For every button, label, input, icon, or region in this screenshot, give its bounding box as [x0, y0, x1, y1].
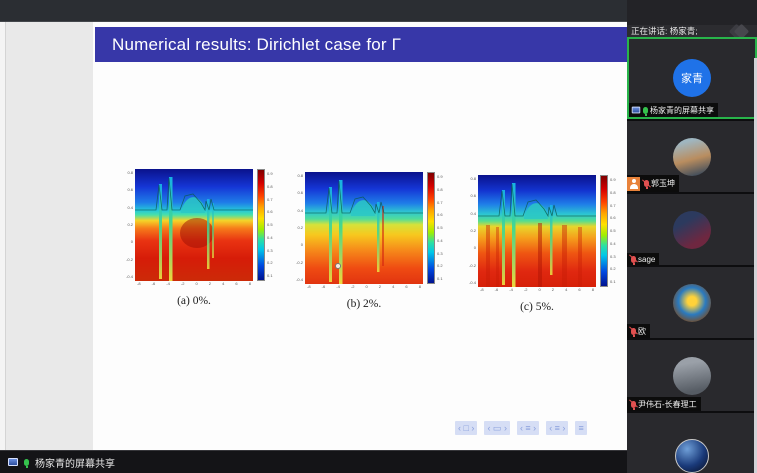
slide-title-bar: Numerical results: Dirichlet case for Γ	[95, 27, 627, 62]
heatmap-a	[135, 169, 253, 281]
participant-label: 欧	[627, 324, 650, 338]
muted-mic-icon	[644, 180, 649, 189]
screen-share-status: 杨家青的屏幕共享	[35, 458, 115, 470]
sidebar-spacer	[627, 0, 757, 25]
participant-tile[interactable]: 郭玉坤	[627, 121, 757, 192]
screen-share-icon	[631, 106, 641, 114]
nav-appendix-control[interactable]: ≡	[575, 420, 587, 435]
voov-logo-icon	[728, 23, 750, 39]
y-axis-ticks: 0.8 0.6 0.4 0.2 0 -0.2 -0.4	[296, 173, 303, 282]
mic-on-icon	[24, 458, 29, 468]
heatmap-b	[305, 172, 423, 284]
muted-mic-icon	[631, 255, 636, 265]
colorbar	[257, 169, 265, 281]
avatar: 家青	[673, 59, 711, 97]
participant-tile[interactable]: 欧	[627, 267, 757, 338]
participant-tiles: 家青 杨家青的屏幕共享 郭玉坤	[627, 37, 757, 473]
avatar-initials: 家青	[681, 73, 703, 85]
participant-name: 郭玉坤	[651, 179, 675, 188]
slide-page: Numerical results: Dirichlet case for Γ …	[93, 22, 627, 450]
muted-mic-icon	[631, 327, 636, 337]
figure-a: 0.8 0.6 0.4 0.2 0 -0.2 -0.4	[126, 169, 285, 309]
host-icon	[627, 176, 640, 191]
nav-slide-controls[interactable]: ‹ □ ›	[455, 420, 478, 435]
colorbar-ticks: 0.9 0.8 0.7 0.6 0.5 0.4 0.3 0.2 0.1	[610, 177, 616, 284]
avatar	[673, 356, 711, 395]
figure-c: 0.8 0.6 0.4 0.2 0 -0.2 -0.4 -8 -6 -4 -2 0 2 4 6 8	[469, 175, 627, 315]
heatmap-c	[478, 175, 596, 287]
x-axis-ticks: -8 -6 -4 -2 0 2 4 6 8	[307, 284, 421, 289]
avatar	[673, 210, 711, 249]
mouse-cursor	[335, 263, 341, 269]
beamer-nav-bar: ‹ □ › ‹ ▭ › ‹ ≡ › ‹ ≡ › ≡	[455, 420, 587, 435]
participant-tile[interactable]	[627, 413, 757, 473]
screen-share-icon	[8, 458, 18, 466]
participant-label: 郭玉坤	[627, 175, 679, 192]
participant-tile-active-speaker[interactable]: 家青 杨家青的屏幕共享	[627, 37, 757, 119]
nav-frame-controls[interactable]: ‹ ▭ ›	[484, 420, 510, 435]
y-axis-ticks: 0.8 0.6 0.4 0.2 0 -0.2 -0.4	[126, 170, 133, 279]
figure-caption: (b) 2%.	[346, 298, 382, 310]
colorbar-ticks: 0.9 0.8 0.7 0.6 0.5 0.4 0.3 0.2 0.1	[267, 171, 273, 278]
colorbar	[427, 172, 435, 284]
colorbar	[600, 175, 608, 287]
participant-label: 尹伟石-长春理工	[627, 397, 701, 411]
participants-sidebar: 正在讲话: 杨家青; 家青 杨家青的屏幕共享 郭玉坤	[627, 0, 757, 473]
participant-label: 杨家青的屏幕共享	[629, 103, 718, 117]
slide-title: Numerical results: Dirichlet case for Γ	[112, 34, 402, 54]
active-speaker-banner: 正在讲话: 杨家青;	[627, 23, 757, 39]
x-axis-ticks: -8 -6 -4 -2 0 2 4 6 8	[137, 281, 251, 286]
sidebar-scrollbar[interactable]	[754, 58, 757, 473]
nav-section-controls[interactable]: ‹ ≡ ›	[516, 420, 540, 435]
mic-on-icon	[643, 106, 648, 116]
participant-name: 尹伟石-长春理工	[638, 399, 697, 409]
screen-share-viewport: Numerical results: Dirichlet case for Γ …	[0, 22, 627, 450]
participant-tile[interactable]: sage	[627, 194, 757, 265]
figure-caption: (c) 5%.	[520, 301, 554, 313]
colorbar-ticks: 0.9 0.8 0.7 0.6 0.5 0.4 0.3 0.2 0.1	[437, 174, 443, 281]
avatar	[673, 137, 711, 176]
active-speaker-label: 正在讲话: 杨家青;	[631, 26, 698, 36]
bottom-status-bar: 杨家青的屏幕共享	[0, 450, 627, 473]
nav-subsection-controls[interactable]: ‹ ≡ ›	[546, 420, 569, 435]
figure-b: 0.8 0.6 0.4 0.2 0 -0.2 -0.4 -8 -6 -4 -2 0 2 4 6 8 0.9 0…	[296, 172, 455, 312]
avatar	[675, 439, 709, 473]
participant-name: 杨家青的屏幕共享	[650, 105, 714, 115]
figure-caption: (a) 0%.	[177, 295, 211, 307]
muted-mic-icon	[631, 400, 636, 410]
participant-name: 欧	[638, 326, 646, 336]
participant-name: sage	[638, 254, 656, 264]
y-axis-ticks: 0.8 0.6 0.4 0.2 0 -0.2 -0.4	[469, 176, 476, 285]
avatar	[673, 283, 711, 322]
window-topbar	[0, 0, 757, 22]
x-axis-ticks: -8 -6 -4 -2 0 2 4 6 8	[480, 287, 594, 292]
participant-label: sage	[627, 253, 660, 265]
participant-tile[interactable]: 尹伟石-长春理工	[627, 340, 757, 411]
viewer-scrollbar[interactable]	[0, 22, 6, 450]
